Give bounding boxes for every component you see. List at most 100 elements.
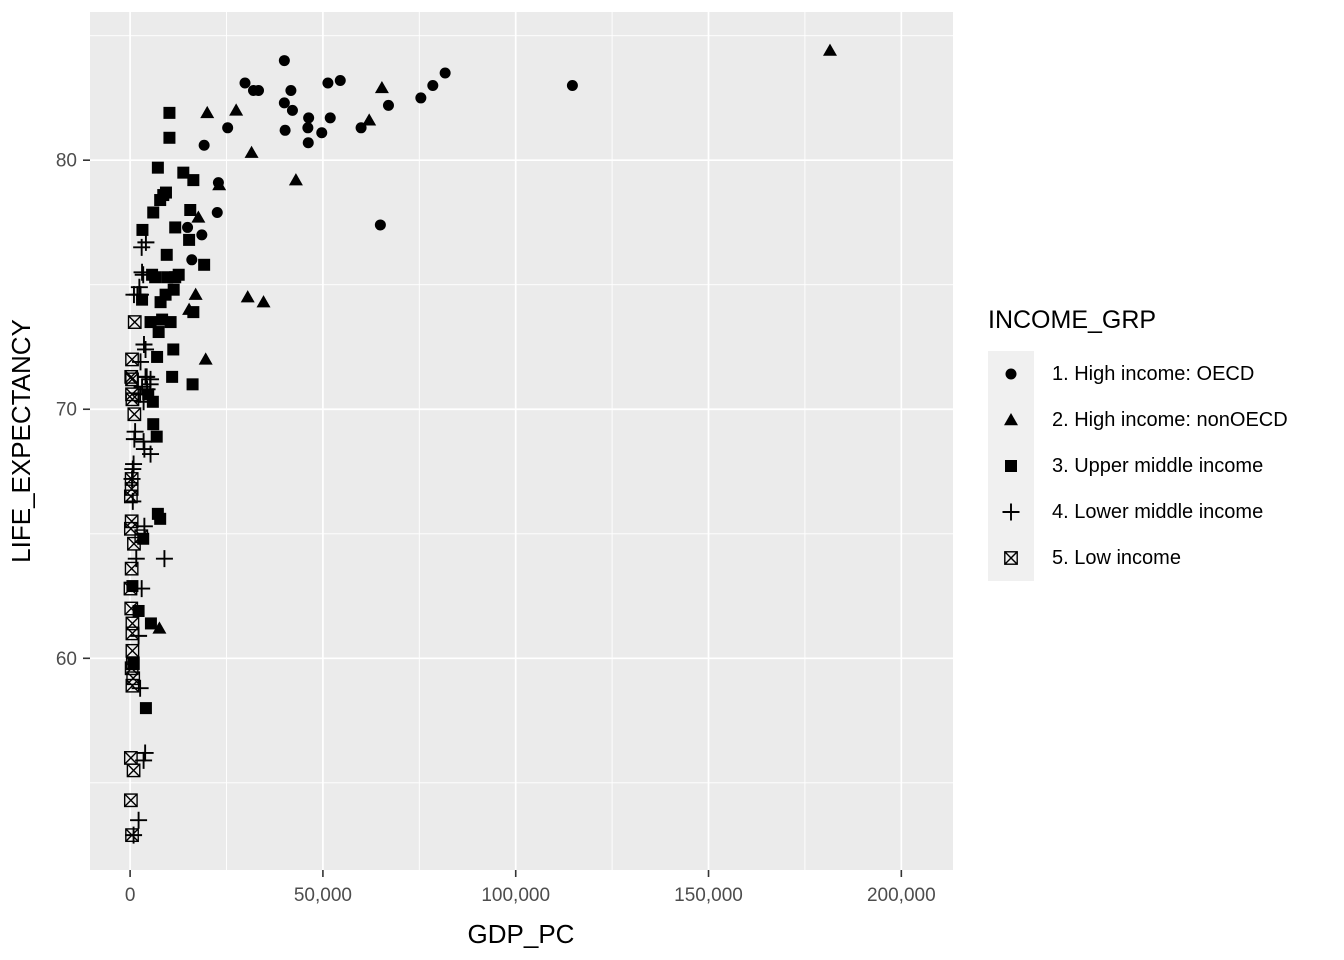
data-point-square (151, 161, 164, 174)
data-point-boxed-x (125, 828, 139, 842)
data-point-triangle (198, 352, 213, 365)
data-point-square (183, 233, 196, 246)
legend-title: INCOME_GRP (988, 306, 1157, 334)
data-point-plus (130, 811, 148, 829)
boxed-x-key-icon (988, 535, 1034, 581)
data-point-boxed-x (125, 387, 139, 401)
legend-item-label: 3. Upper middle income (1052, 454, 1264, 477)
data-point-plus (134, 266, 152, 284)
data-point-boxed-x (125, 387, 139, 402)
data-point-boxed-x (126, 656, 140, 670)
data-point-boxed-x (124, 561, 139, 576)
legend-item-label: 2. High income: nonOECD (1052, 408, 1288, 431)
data-point-square (146, 395, 159, 408)
data-point-square (136, 223, 149, 236)
data-point-circle (196, 229, 208, 241)
legend-item-label: 1. High income: OECD (1052, 362, 1255, 385)
data-point-triangle (188, 287, 203, 300)
data-point-plus (131, 385, 149, 403)
x-tick-label: 50,000 (294, 885, 352, 906)
data-point-square (184, 204, 197, 216)
y-tick-label: 80 (56, 151, 77, 172)
data-point-square (163, 131, 176, 144)
data-point-square (132, 604, 145, 617)
data-point-square (187, 306, 200, 319)
legend-item-low-income: 5. Low income (988, 535, 1288, 581)
data-point-boxed-x (123, 581, 138, 596)
circle-key-icon (988, 351, 1034, 397)
plus-key-icon (988, 489, 1034, 535)
legend-item-high-income-oecd: 1. High income: OECD (988, 351, 1288, 397)
series-square (126, 106, 211, 715)
data-point-plus (155, 550, 173, 568)
data-point-boxed-x (125, 392, 140, 406)
legend: INCOME_GRP 1. High income: OECD 2. High … (988, 306, 1288, 581)
data-point-plus (137, 340, 155, 358)
data-point-square (169, 221, 182, 234)
data-point-square (144, 316, 157, 329)
data-point-boxed-x (124, 751, 138, 765)
x-tick-label: 150,000 (674, 885, 743, 906)
data-point-plus (142, 445, 160, 463)
data-point-boxed-x (124, 601, 139, 616)
data-point-circle (222, 122, 234, 134)
data-point-circle (415, 92, 427, 104)
data-point-boxed-x (125, 644, 140, 658)
data-point-boxed-x (1004, 551, 1018, 565)
data-point-boxed-x (128, 315, 142, 329)
data-point-plus (135, 751, 153, 769)
data-point-circle (382, 99, 394, 111)
data-point-plus (1002, 503, 1020, 521)
data-point-circle (302, 122, 314, 134)
data-point-triangle (212, 178, 227, 191)
data-point-boxed-x (126, 763, 141, 778)
legend-items: 1. High income: OECD 2. High income: non… (988, 351, 1288, 581)
data-point-boxed-x (125, 372, 139, 387)
y-tick-label: 60 (56, 649, 77, 670)
data-point-boxed-x (125, 372, 139, 387)
data-point-boxed-x (125, 626, 140, 641)
data-point-boxed-x (125, 616, 140, 631)
data-point-square (198, 258, 211, 271)
data-point-square (139, 702, 152, 715)
data-point-circle (566, 79, 578, 91)
data-point-square (167, 343, 180, 356)
data-point-circle (278, 97, 290, 109)
chart-layer: 0 50,000 100,000 150,000 200,000 60 70 80 (56, 12, 953, 906)
data-point-square (149, 271, 162, 284)
data-point-circle (182, 221, 194, 233)
data-point-circle (278, 55, 290, 67)
data-point-plus (133, 263, 151, 281)
data-point-circle (427, 79, 439, 91)
data-point-boxed-x (1004, 551, 1018, 565)
data-point-square (187, 174, 200, 187)
data-point-boxed-x (124, 489, 138, 504)
data-point-triangle (229, 103, 244, 116)
data-point-circle (439, 67, 451, 79)
data-point-triangle (288, 173, 303, 186)
data-point-triangle (200, 105, 215, 119)
data-point-boxed-x (125, 626, 140, 641)
data-point-boxed-x (127, 537, 141, 551)
data-point-circle (253, 84, 265, 96)
data-point-plus (136, 744, 154, 762)
data-point-square (152, 326, 165, 339)
data-point-square (144, 617, 157, 630)
series-boxed-x (123, 315, 149, 843)
data-point-square (186, 378, 199, 391)
data-point-triangle (244, 145, 259, 158)
data-point-square (169, 271, 182, 284)
data-point-boxed-x (127, 536, 141, 551)
y-tick-label: 70 (56, 400, 77, 421)
data-point-plus (125, 286, 143, 304)
data-point-square (160, 248, 173, 261)
data-point-circle (286, 104, 298, 116)
panel-background (90, 12, 953, 870)
series-circle (182, 55, 578, 266)
data-point-circle (239, 77, 251, 89)
data-point-square (150, 430, 163, 443)
legend-item-lower-middle-income: 4. Lower middle income (988, 489, 1288, 535)
data-point-square (167, 283, 180, 296)
